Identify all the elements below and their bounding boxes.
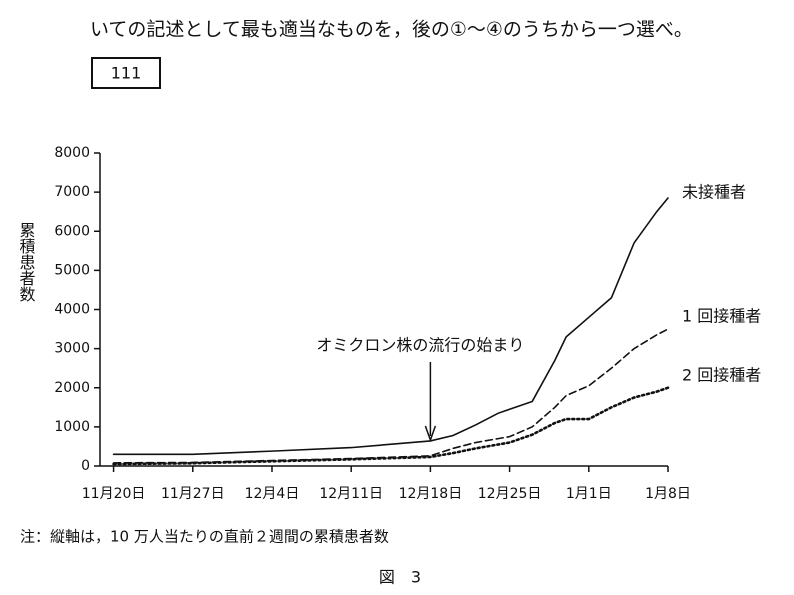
annotation: オミクロン株の流行の始まり <box>316 336 524 355</box>
y-axis-label: 累積患者数 <box>17 222 36 302</box>
x-tick-label: 12月18日 <box>399 486 463 502</box>
x-tick-label: 1月8日 <box>645 486 691 502</box>
answer-box-label: 111 <box>111 64 142 83</box>
series-label: 1 回接種者 <box>682 307 761 326</box>
figure-caption: 図 3 <box>379 568 421 587</box>
series-label: 未接種者 <box>682 183 746 202</box>
question-text: いての記述として最も適当なものを，後の①～④のうちから一つ選べ。 <box>90 19 693 41</box>
annotation-arrowhead <box>424 425 437 443</box>
note: 注：縦軸は，10 万人当たりの直前２週間の累積患者数 <box>20 528 389 546</box>
x-tick-label: 12月25日 <box>478 486 542 502</box>
answer-box <box>91 57 161 89</box>
x-tick-label: 12月4日 <box>245 486 300 502</box>
y-tick-label: 6000 <box>54 223 90 239</box>
y-tick-label: 3000 <box>54 341 90 357</box>
x-tick-label: 12月11日 <box>319 486 383 502</box>
y-tick-label: 8000 <box>54 145 90 161</box>
y-tick-label: 7000 <box>54 184 90 200</box>
series-line <box>112 197 669 456</box>
y-tick-label: 0 <box>81 458 90 474</box>
x-tick-label: 11月27日 <box>161 486 225 502</box>
y-tick-label: 1000 <box>54 419 90 435</box>
x-tick-label: 1月1日 <box>566 486 612 502</box>
y-tick-label: 5000 <box>54 262 90 278</box>
series-line <box>112 386 670 466</box>
y-tick-label: 4000 <box>54 302 90 318</box>
y-tick-label: 2000 <box>54 380 90 396</box>
series-label: 2 回接種者 <box>682 365 761 384</box>
x-tick-label: 11月20日 <box>82 486 146 502</box>
